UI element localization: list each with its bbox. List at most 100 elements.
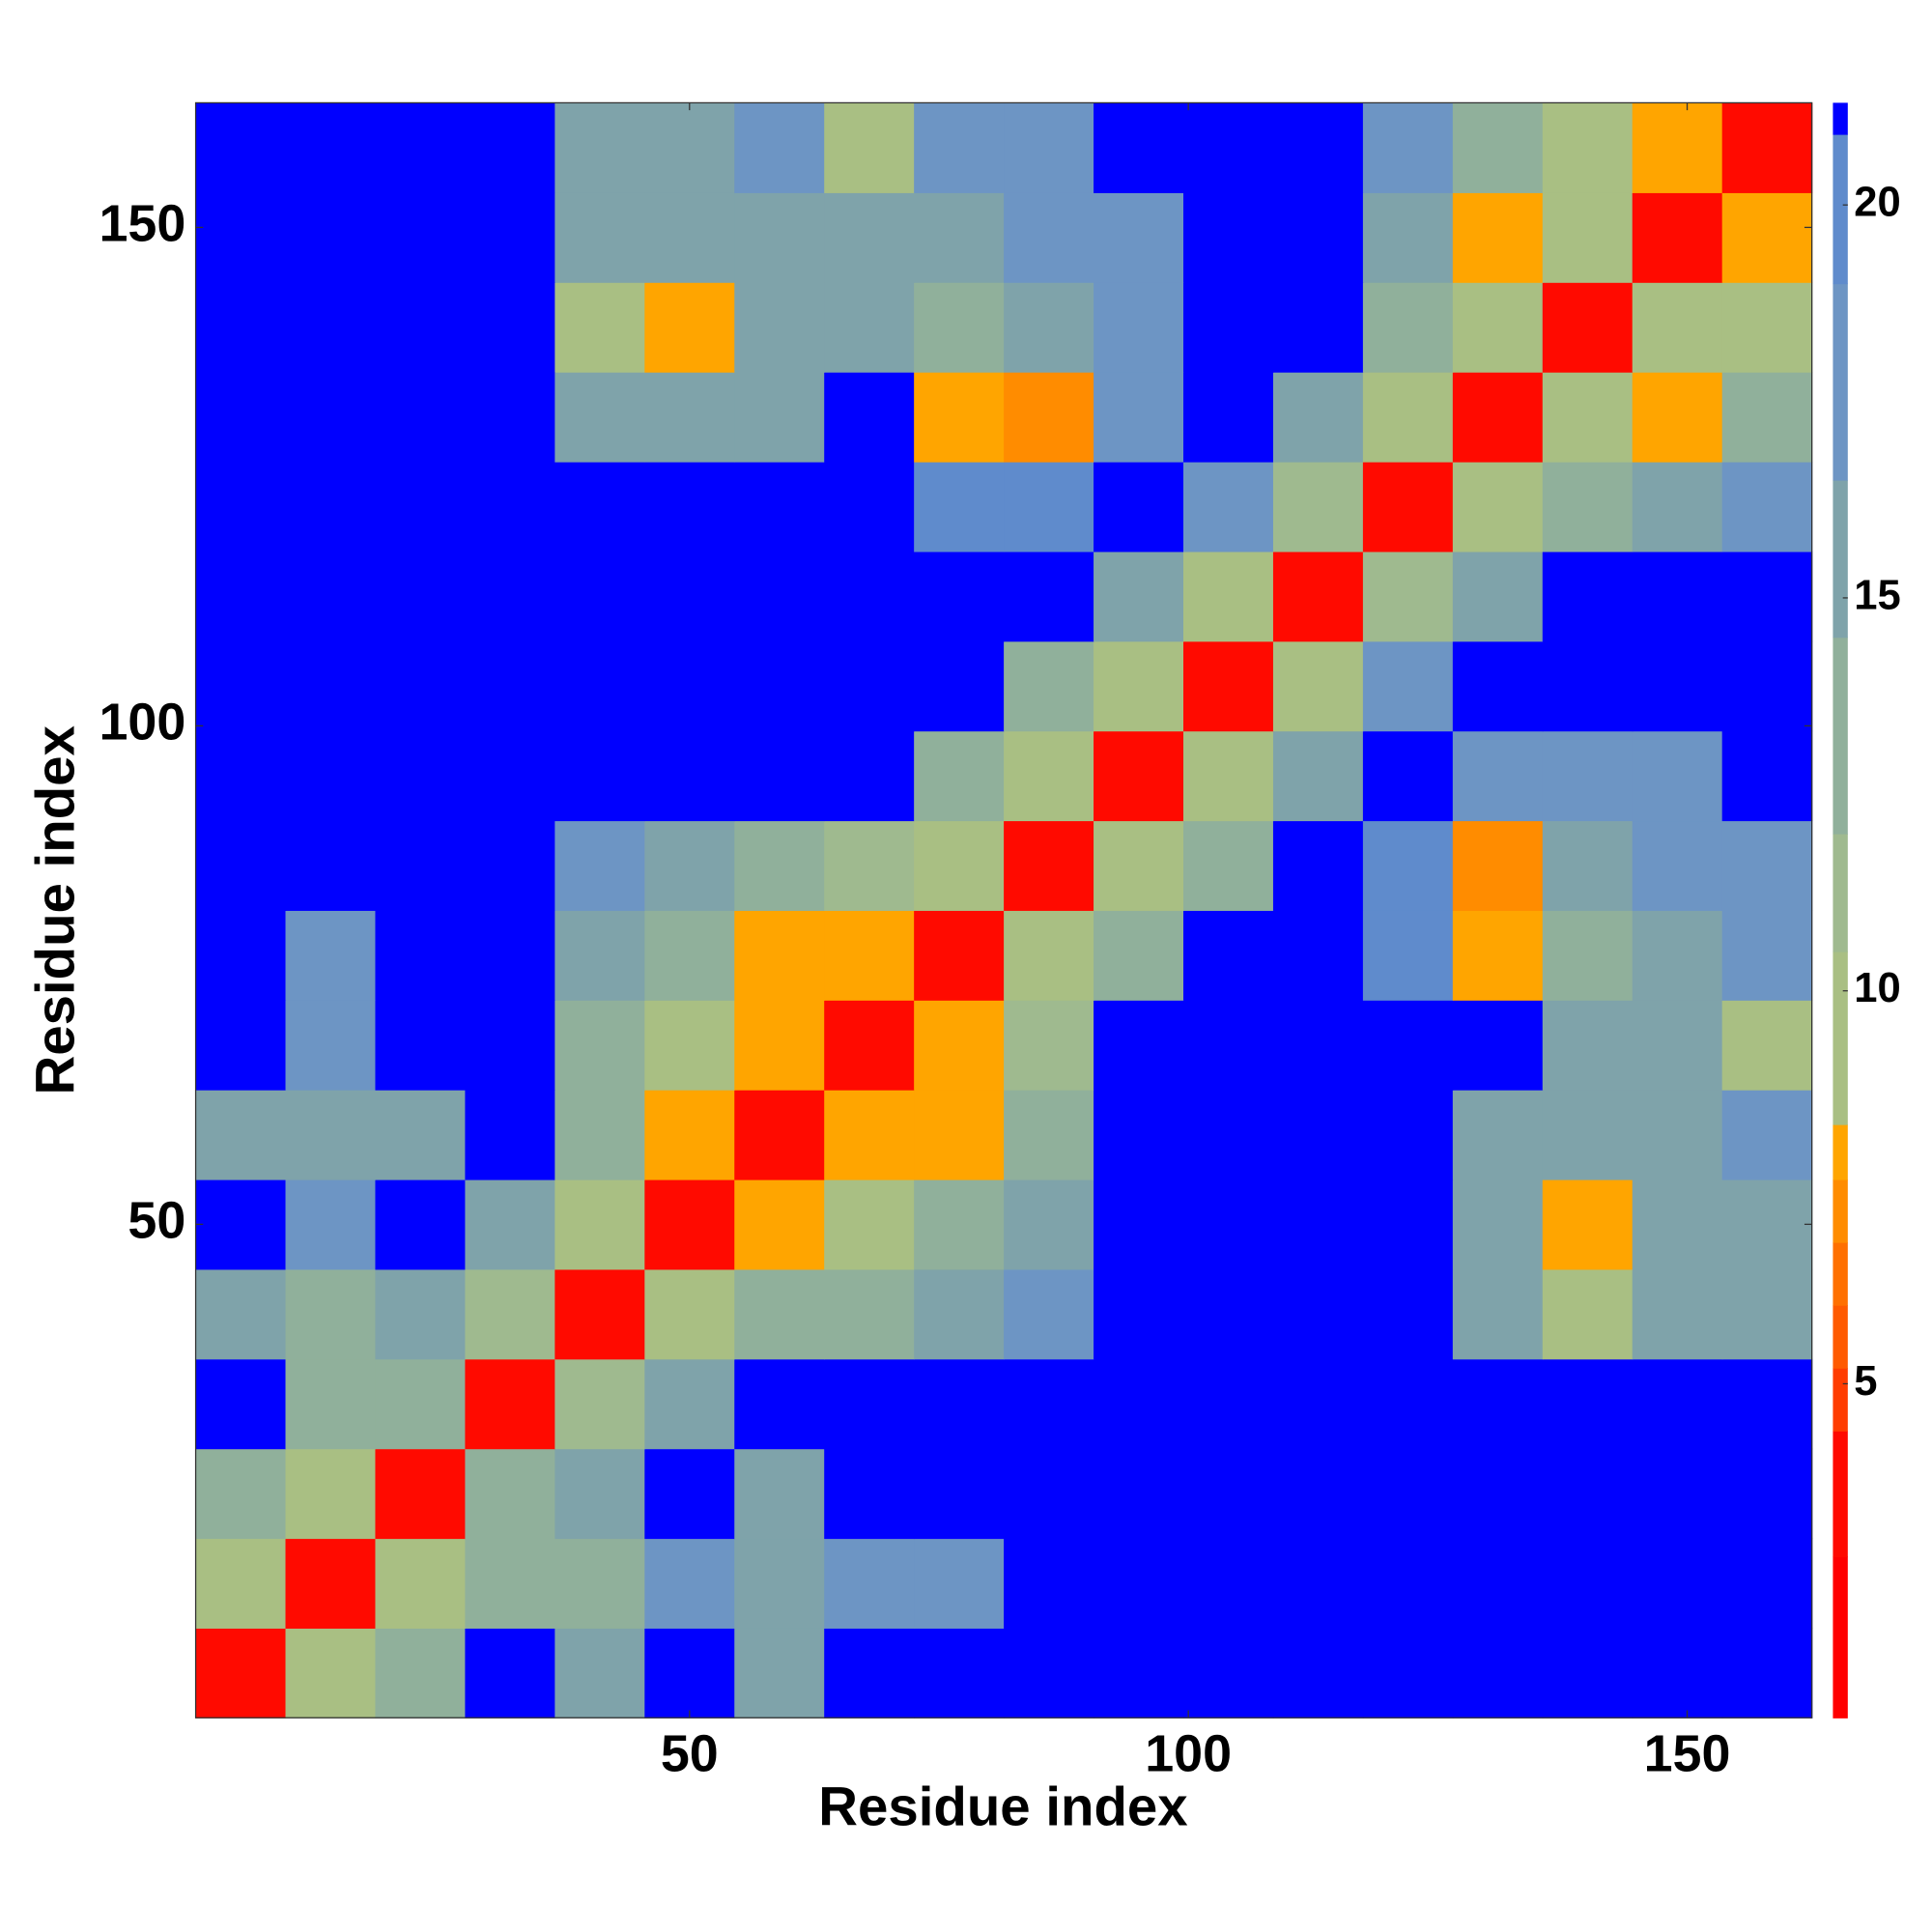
heatmap-cell: [1094, 820, 1184, 911]
heatmap-cell: [1094, 1268, 1184, 1360]
heatmap-cell: [1183, 102, 1274, 193]
heatmap-cell: [1542, 1268, 1634, 1360]
heatmap-cell: [1094, 1628, 1184, 1719]
heatmap-cell: [644, 1628, 735, 1719]
heatmap-cell: [1721, 1628, 1813, 1719]
heatmap-cell: [1183, 192, 1274, 283]
heatmap-cell: [1004, 372, 1094, 463]
heatmap-cell: [1094, 640, 1184, 732]
heatmap-cell: [1452, 192, 1544, 283]
y-tick-label: 150: [99, 195, 185, 253]
heatmap-cell: [1183, 1628, 1274, 1719]
heatmap-cell: [1452, 282, 1544, 373]
heatmap-cell: [1183, 551, 1274, 642]
heatmap-cell: [734, 1000, 825, 1091]
heatmap-cell: [1094, 1538, 1184, 1629]
y-tick-label: 100: [99, 694, 185, 752]
heatmap-cell: [824, 910, 915, 1001]
heatmap-cell: [644, 282, 735, 373]
heatmap-cell: [914, 1268, 1005, 1360]
heatmap-cell: [734, 1358, 825, 1450]
heatmap-cell: [1004, 910, 1094, 1001]
heatmap-cell: [644, 1448, 735, 1540]
heatmap-cell: [554, 1090, 645, 1180]
heatmap-cell: [465, 730, 555, 822]
heatmap-cell: [1004, 551, 1094, 642]
heatmap-cell: [1094, 551, 1184, 642]
heatmap-cell: [195, 1538, 287, 1629]
plot-frame: [194, 101, 1813, 1719]
heatmap-cell: [1004, 1358, 1094, 1450]
heatmap-cell: [1272, 1358, 1364, 1450]
heatmap-cell: [1452, 1090, 1544, 1180]
heatmap-cell: [1004, 730, 1094, 822]
heatmap-cell: [1721, 102, 1813, 193]
heatmap-cell: [465, 1090, 555, 1180]
heatmap-cell: [1632, 102, 1723, 193]
heatmap-cell: [1721, 820, 1813, 911]
heatmap-cell: [914, 910, 1005, 1001]
heatmap-cell: [1452, 910, 1544, 1001]
heatmap-cell: [554, 1268, 645, 1360]
heatmap-cell: [195, 1000, 287, 1091]
heatmap-cell: [914, 730, 1005, 822]
heatmap-cell: [644, 461, 735, 553]
heatmap-cell: [1272, 910, 1364, 1001]
heatmap-cell: [465, 372, 555, 463]
heatmap-cell: [1004, 192, 1094, 283]
heatmap-cell: [1721, 1090, 1813, 1180]
heatmap-cell: [1721, 730, 1813, 822]
heatmap-cell: [375, 1090, 467, 1180]
heatmap-cell: [824, 372, 915, 463]
colorbar-band: [1833, 283, 1848, 481]
heatmap-cell: [824, 102, 915, 193]
x-tick-label: 50: [661, 1724, 719, 1782]
heatmap-cell: [734, 551, 825, 642]
heatmap-cell: [1721, 1448, 1813, 1540]
heatmap-cell: [1542, 461, 1634, 553]
heatmap-cell: [554, 1448, 645, 1540]
heatmap-cell: [285, 461, 377, 553]
heatmap-cell: [195, 461, 287, 553]
heatmap-cell: [914, 1090, 1005, 1180]
heatmap-cell: [375, 1000, 467, 1091]
heatmap-cell: [1183, 1000, 1274, 1091]
heatmap-cell: [1542, 730, 1634, 822]
heatmap-cell: [1632, 1358, 1723, 1450]
heatmap-cell: [734, 1179, 825, 1270]
heatmap-cell: [1721, 372, 1813, 463]
heatmap-cell: [1452, 1628, 1544, 1719]
heatmap-cell: [1632, 461, 1723, 553]
heatmap-cell: [375, 820, 467, 911]
heatmap-cell: [1183, 1268, 1274, 1360]
heatmap-cell: [285, 640, 377, 732]
heatmap-cell: [1272, 102, 1364, 193]
heatmap-cell: [465, 1358, 555, 1450]
heatmap-cell: [465, 1448, 555, 1540]
heatmap-cell: [914, 551, 1005, 642]
heatmap-cell: [824, 1448, 915, 1540]
heatmap-cell: [644, 1090, 735, 1180]
heatmap-cell: [824, 640, 915, 732]
colorbar-band: [1833, 1179, 1848, 1243]
heatmap-cell: [824, 1000, 915, 1091]
heatmap-cell: [1272, 1090, 1364, 1180]
heatmap-cell: [285, 551, 377, 642]
heatmap-cell: [734, 282, 825, 373]
colorbar-band: [1833, 1556, 1848, 1719]
colorbar-tick-label: 15: [1854, 572, 1900, 618]
heatmap-cell: [465, 1538, 555, 1629]
heatmap-cell: [1004, 1538, 1094, 1629]
heatmap-cell: [1452, 461, 1544, 553]
heatmap-cell: [1721, 282, 1813, 373]
heatmap-cell: [1094, 1090, 1184, 1180]
heatmap-cell: [1362, 1538, 1454, 1629]
heatmap-cell: [1632, 1000, 1723, 1091]
heatmap-cell: [1272, 1000, 1364, 1091]
heatmap-cell: [554, 910, 645, 1001]
heatmap-cell: [465, 820, 555, 911]
heatmap-cell: [1452, 551, 1544, 642]
heatmap-cell: [1094, 1448, 1184, 1540]
heatmap-cell: [734, 461, 825, 553]
heatmap-cell: [824, 820, 915, 911]
